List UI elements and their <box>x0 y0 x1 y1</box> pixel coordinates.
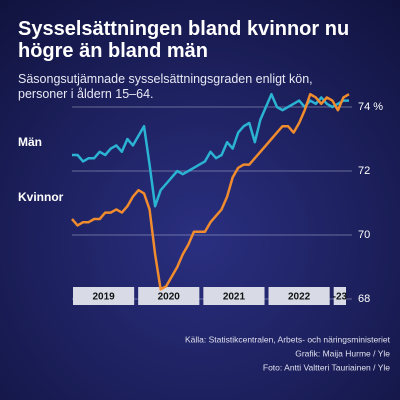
line-series <box>72 92 349 208</box>
x-band <box>73 287 135 305</box>
y-tick-label: 70 <box>358 229 370 241</box>
chart-title: Sysselsättningen bland kvinnor nu högre ä… <box>18 18 349 62</box>
x-tick-label: 2020 <box>158 292 181 303</box>
x-tick-label: 2019 <box>92 292 115 303</box>
series-label: Kvinnor <box>18 190 64 204</box>
source-note: Foto: Antti Valtteri Tauriainen / Yle <box>263 362 390 372</box>
x-tick-label: 2022 <box>288 292 311 303</box>
x-tick-label: 2021 <box>223 292 246 303</box>
line-series <box>71 92 350 291</box>
y-tick-label: 68 <box>358 293 370 305</box>
y-tick-label: 72 <box>358 165 370 177</box>
x-band <box>268 287 330 305</box>
x-band <box>203 287 265 305</box>
x-band <box>333 287 346 305</box>
source-note: Källa: Statistikcentralen, Arbets- och n… <box>185 334 391 344</box>
y-tick-label: 74 % <box>358 101 383 113</box>
source-note: Grafik: Maija Hurme / Yle <box>295 348 390 358</box>
x-tick-label: -23 <box>333 292 348 303</box>
series-label: Män <box>18 135 42 149</box>
x-band <box>138 287 200 305</box>
chart-subtitle: Säsongsutjämnade sysselsättningsgraden e… <box>18 72 313 101</box>
